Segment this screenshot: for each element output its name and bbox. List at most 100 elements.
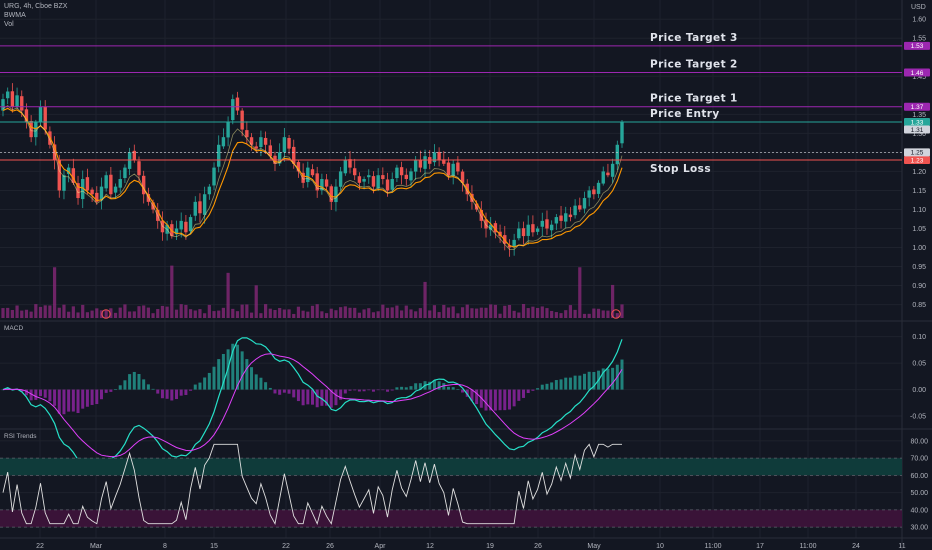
- macd-hist-bar: [475, 389, 479, 405]
- price-badge: [904, 148, 930, 157]
- macd-hist-bar: [259, 377, 263, 390]
- candle-body: [409, 171, 413, 181]
- candle-body: [601, 171, 605, 184]
- candle-body: [549, 224, 554, 231]
- macd-hist-bar: [203, 377, 207, 390]
- candle-body: [249, 137, 254, 145]
- rsi-tick-label: 50.00: [910, 490, 928, 497]
- candle-body: [371, 176, 376, 187]
- macd-hist-bar: [156, 389, 160, 394]
- macd-tick-label: -0.05: [910, 414, 926, 421]
- volume-bar: [489, 304, 493, 318]
- candle-body: [442, 159, 446, 164]
- volume-bar: [470, 308, 474, 318]
- candle-body: [437, 151, 441, 160]
- volume-bar: [212, 311, 216, 318]
- x-tick-label: 8: [163, 543, 167, 550]
- macd-hist-bar: [170, 389, 174, 401]
- candle-body: [334, 186, 338, 203]
- candle-body: [62, 175, 66, 191]
- volume-bar: [278, 308, 282, 318]
- candle-body: [592, 189, 596, 195]
- candle-body: [390, 179, 394, 190]
- candle-body: [259, 137, 263, 148]
- x-tick-label: 22: [36, 543, 44, 550]
- candle-body: [95, 192, 99, 202]
- candle-body: [620, 121, 624, 144]
- macd-hist-bar: [132, 371, 136, 390]
- candle-body: [357, 176, 362, 183]
- candle-body: [582, 198, 587, 209]
- price-tick-label: 0.85: [912, 302, 926, 309]
- macd-hist-bar: [217, 359, 221, 390]
- candle-body: [418, 159, 423, 168]
- candle-body: [399, 167, 404, 176]
- volume-bar: [353, 307, 357, 318]
- volume-bar: [81, 304, 85, 318]
- candle-body: [5, 91, 10, 99]
- volume-bar: [245, 304, 249, 318]
- volume-bar: [582, 313, 587, 318]
- candle-body: [395, 167, 399, 179]
- macd-hist-bar: [57, 389, 61, 414]
- candle-body: [104, 175, 108, 189]
- volume-bar: [198, 309, 202, 318]
- candle-body: [381, 175, 385, 180]
- volume-bar: [48, 305, 52, 318]
- macd-hist-bar: [348, 389, 352, 391]
- candle-body: [235, 97, 240, 111]
- volume-bar: [503, 305, 507, 318]
- volume-bar: [601, 310, 605, 318]
- candle-body: [315, 173, 319, 191]
- volume-bar: [620, 304, 624, 318]
- macd-hist-bar: [456, 389, 460, 390]
- macd-hist-bar: [400, 386, 404, 390]
- candle-body: [231, 99, 235, 121]
- volume-bar: [371, 312, 376, 318]
- macd-hist-bar: [451, 387, 455, 390]
- macd-signal-line: [2, 353, 623, 458]
- macd-hist-bar: [526, 389, 530, 394]
- macd-hist-bar: [235, 344, 239, 390]
- volume-bar: [62, 304, 66, 318]
- candle-body: [217, 144, 221, 167]
- volume-bar: [10, 309, 14, 318]
- price-tick-label: 1.10: [912, 207, 926, 214]
- macd-hist-bar: [367, 389, 371, 391]
- candle-body: [29, 120, 33, 138]
- volume-bar: [540, 306, 544, 318]
- macd-hist-bar: [67, 389, 71, 412]
- macd-hist-bar: [418, 383, 422, 390]
- volume-bar: [404, 305, 408, 318]
- volume-bar: [615, 313, 619, 318]
- candle-body: [310, 169, 315, 176]
- volume-bar: [484, 307, 488, 318]
- macd-hist-bar: [189, 389, 193, 391]
- macd-hist-bar: [611, 367, 615, 390]
- macd-hist-bar: [573, 375, 577, 390]
- macd-hist-bar: [245, 359, 249, 390]
- candle-body: [587, 190, 591, 198]
- candle-body: [545, 219, 549, 229]
- macd-hist-bar: [522, 389, 526, 398]
- candle-body: [460, 171, 465, 183]
- candle-body: [85, 177, 90, 191]
- macd-hist-bar: [81, 389, 85, 409]
- macd-hist-bar: [531, 389, 535, 391]
- macd-hist-bar: [357, 389, 361, 392]
- candle-body: [362, 179, 366, 182]
- volume-bar: [423, 281, 427, 318]
- volume-bar: [451, 306, 455, 318]
- macd-hist-bar: [282, 389, 286, 393]
- macd-hist-bar: [114, 389, 118, 390]
- macd-hist-bar: [43, 389, 47, 398]
- candle-body: [38, 106, 43, 122]
- volume-bar: [113, 312, 118, 318]
- macd-hist-bar: [517, 389, 521, 401]
- volume-bar: [535, 307, 540, 318]
- price-level-label: Price Target 2: [650, 58, 738, 70]
- candle-body: [109, 174, 113, 195]
- candle-body: [226, 121, 230, 138]
- macd-hist-bar: [198, 382, 202, 390]
